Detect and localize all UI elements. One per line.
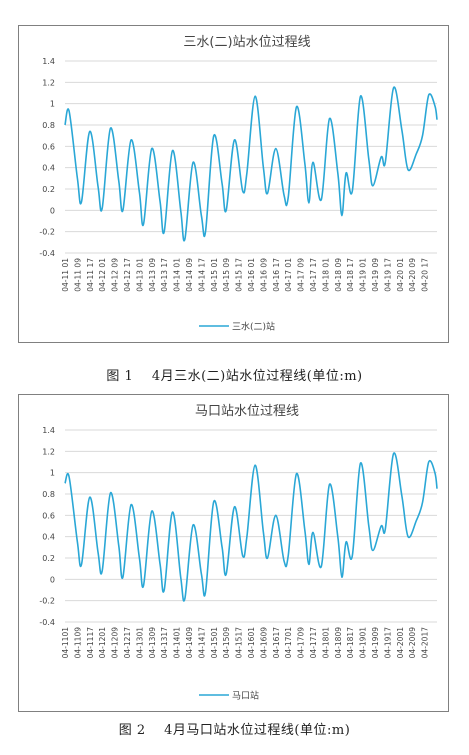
x-tick-label: 04-17 09 [297, 258, 306, 292]
x-tick-label: 04-15 17 [235, 258, 244, 292]
legend-label: 三水(二)站 [232, 321, 275, 333]
x-tick-label: 04-1817 [346, 627, 355, 659]
series-line-0 [64, 86, 438, 242]
y-tick-label: -0.4 [39, 618, 55, 627]
figure-caption-1: 图 1 4月三水(二)站水位过程线(单位:m) [0, 365, 469, 384]
x-tick-label: 04-1401 [173, 627, 182, 659]
x-tick-label: 04-1217 [123, 627, 132, 659]
x-tick-label: 04-20 09 [408, 258, 417, 292]
x-tick-label: 04-1317 [160, 627, 169, 659]
y-tick-label: 0 [50, 575, 55, 584]
x-tick-label: 04-18 01 [321, 258, 330, 292]
x-tick-label: 04-14 09 [185, 258, 194, 292]
x-tick-label: 04-1409 [185, 627, 194, 659]
x-tick-label: 04-16 01 [247, 258, 256, 292]
y-tick-label: 1.4 [42, 426, 55, 435]
x-tick-label: 04-1117 [86, 627, 95, 659]
x-tick-label: 04-1209 [111, 627, 120, 659]
x-tick-label: 04-19 09 [371, 258, 380, 292]
chart-sanshui-svg: 三水(二)站水位过程线 1.4 1.2 1 0.8 0.6 0.4 0.2 0 -0.2 -0.4 0… [39, 35, 438, 333]
x-tick-label: 04-1717 [309, 627, 318, 659]
x-tick-label: 04-1109 [73, 627, 82, 659]
x-tick-label: 04-17 17 [309, 258, 318, 292]
x-tick-label: 04-1909 [371, 627, 380, 659]
y-tick-label: 1 [50, 469, 55, 478]
x-tick-label: 04-11 09 [73, 258, 82, 292]
x-tick-label: 04-13 17 [160, 258, 169, 292]
x-tick-label: 04-1309 [148, 627, 157, 659]
x-tick-label: 04-1617 [272, 627, 281, 659]
y-tick-label: 1.2 [42, 447, 55, 456]
x-tick-label: 04-20 17 [421, 258, 430, 292]
x-tick-label: 04-12 01 [98, 258, 107, 292]
x-tick-label: 04-1501 [210, 627, 219, 659]
chart-panel-makou: 马口站水位过程线 1.4 1.2 1 0.8 0.6 0.4 0.2 0 -0.2 -0.4 04-1… [18, 394, 449, 712]
x-tick-label: 04-1709 [297, 627, 306, 659]
y-tick-label: 0.8 [42, 490, 55, 499]
y-tick-label: 0 [50, 206, 55, 215]
y-tick-label: 1 [50, 100, 55, 109]
series-line-0 [64, 452, 438, 602]
x-tick-label: 04-17 01 [284, 258, 293, 292]
y-tick-label: 0.8 [42, 121, 55, 130]
x-tick-label: 04-1517 [235, 627, 244, 659]
caption-number: 图 2 [118, 723, 146, 738]
x-tick-label: 04-11 17 [86, 258, 95, 292]
x-tick-label: 04-14 17 [197, 258, 206, 292]
x-tick-label: 04-1809 [334, 627, 343, 659]
y-tick-label: 0.4 [42, 164, 55, 173]
chart-title: 马口站水位过程线 [195, 404, 299, 419]
x-tick-label: 04-19 17 [383, 258, 392, 292]
y-tick-label: -0.2 [39, 228, 55, 237]
legend-label: 马口站 [232, 690, 259, 702]
y-tick-label: 0.2 [42, 554, 55, 563]
x-tick-label: 04-15 09 [222, 258, 231, 292]
y-tick-label: 1.4 [42, 57, 55, 66]
figure-caption-2: 图 2 4月马口站水位过程线(单位:m) [0, 719, 469, 738]
x-tick-label: 04-18 09 [334, 258, 343, 292]
x-tick-label: 04-1101 [61, 627, 70, 659]
y-tick-label: -0.2 [39, 597, 55, 606]
x-tick-label: 04-1917 [383, 627, 392, 659]
x-tick-label: 04-2001 [396, 627, 405, 659]
x-tick-label: 04-1509 [222, 627, 231, 659]
chart-panel-sanshui: 三水(二)站水位过程线 1.4 1.2 1 0.8 0.6 0.4 0.2 0 -0.2 -0.4 0… [18, 25, 449, 343]
x-tick-label: 04-1801 [321, 627, 330, 659]
x-tick-label: 04-2009 [408, 627, 417, 659]
x-tick-label: 04-12 17 [123, 258, 132, 292]
x-tick-label: 04-18 17 [346, 258, 355, 292]
x-tick-label: 04-1601 [247, 627, 256, 659]
caption-number: 图 1 [106, 369, 134, 384]
x-tick-label: 04-16 09 [259, 258, 268, 292]
caption-text: 4月三水(二)站水位过程线(单位:m) [151, 369, 363, 384]
x-tick-label: 04-16 17 [272, 258, 281, 292]
x-tick-label: 04-15 01 [210, 258, 219, 292]
y-tick-label: 1.2 [42, 78, 55, 87]
x-tick-label: 04-1901 [359, 627, 368, 659]
y-tick-label: 0.4 [42, 533, 55, 542]
x-tick-label: 04-1701 [284, 627, 293, 659]
x-tick-label: 04-1201 [98, 627, 107, 659]
x-tick-label: 04-2017 [421, 627, 430, 659]
x-tick-label: 04-1417 [197, 627, 206, 659]
x-tick-label: 04-14 01 [173, 258, 182, 292]
chart-makou-svg: 马口站水位过程线 1.4 1.2 1 0.8 0.6 0.4 0.2 0 -0.2 -0.4 04-1… [39, 404, 438, 702]
x-tick-label: 04-13 09 [148, 258, 157, 292]
x-tick-label: 04-19 01 [359, 258, 368, 292]
x-tick-label: 04-11 01 [61, 258, 70, 292]
x-tick-label: 04-1301 [135, 627, 144, 659]
x-tick-label: 04-13 01 [135, 258, 144, 292]
y-tick-label: -0.4 [39, 249, 55, 258]
y-tick-label: 0.2 [42, 185, 55, 194]
x-tick-label: 04-12 09 [111, 258, 120, 292]
x-tick-label: 04-20 01 [396, 258, 405, 292]
y-tick-label: 0.6 [42, 511, 55, 520]
y-tick-label: 0.6 [42, 142, 55, 151]
caption-text: 4月马口站水位过程线(单位:m) [164, 723, 351, 738]
x-tick-label: 04-1609 [259, 627, 268, 659]
chart-title: 三水(二)站水位过程线 [183, 35, 310, 50]
